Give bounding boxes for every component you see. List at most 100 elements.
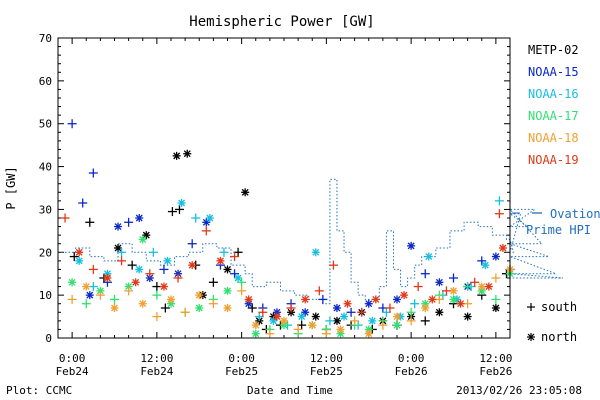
- data-point: [477, 282, 486, 291]
- data-point: [237, 277, 247, 287]
- data-point: [371, 295, 380, 304]
- data-point: [385, 303, 395, 313]
- x-tick-label: 0:00: [398, 352, 425, 365]
- data-point: [216, 256, 225, 265]
- data-point: [435, 308, 444, 317]
- chart-title: Hemispheric Power [GW]: [189, 14, 374, 30]
- footer-timestamp: 2013/02/26 23:05:08: [456, 384, 582, 397]
- data-point: [68, 278, 77, 287]
- data-point: [103, 274, 112, 282]
- data-point: [491, 294, 501, 304]
- data-point: [406, 316, 416, 326]
- y-tick-label: 50: [39, 118, 52, 131]
- data-point: [148, 247, 158, 257]
- data-point: [67, 294, 77, 304]
- x-tick-date: Feb25: [225, 365, 258, 378]
- data-point: [247, 303, 257, 313]
- satellite-points: [60, 119, 515, 339]
- data-point: [81, 299, 91, 309]
- data-point: [308, 321, 317, 330]
- x-axis-label: Date and Time: [247, 384, 333, 397]
- data-point: [477, 256, 487, 266]
- data-point: [420, 316, 430, 326]
- data-point: [449, 295, 458, 304]
- data-point: [191, 213, 201, 223]
- data-point: [491, 273, 501, 283]
- legend-series-label: NOAA-15: [528, 65, 579, 79]
- data-point: [163, 256, 172, 265]
- data-point: [205, 214, 214, 222]
- x-tick-label: 12:00: [310, 352, 343, 365]
- legend: METP-02 NOAA-15 NOAA-16 NOAA-17 NOAA-18 NOAA-…: [512, 43, 600, 344]
- data-point: [183, 149, 192, 158]
- x-tick-label: 12:00: [140, 352, 173, 365]
- data-point: [88, 168, 98, 178]
- data-point: [117, 247, 127, 257]
- y-tick-label: 10: [39, 289, 52, 302]
- data-point: [420, 269, 430, 279]
- x-tick-date: Feb26: [395, 365, 428, 378]
- data-point: [293, 324, 303, 334]
- data-point: [138, 299, 147, 308]
- data-point: [174, 204, 184, 214]
- data-point: [127, 260, 137, 270]
- data-point: [340, 312, 349, 321]
- data-point: [145, 269, 155, 279]
- data-point: [85, 217, 95, 227]
- data-point: [311, 248, 320, 257]
- data-point: [321, 329, 331, 339]
- y-tick-label: 60: [39, 75, 52, 88]
- data-point: [152, 282, 162, 292]
- data-point: [187, 239, 197, 249]
- data-point: [75, 256, 84, 265]
- data-point: [393, 321, 401, 330]
- data-point: [241, 188, 250, 197]
- data-point: [172, 151, 181, 160]
- data-point: [325, 316, 335, 326]
- data-point: [470, 277, 480, 287]
- data-point: [173, 273, 183, 283]
- legend-series-label: NOAA-18: [528, 131, 579, 145]
- data-point: [167, 207, 177, 217]
- data-point: [135, 265, 144, 274]
- data-point: [400, 291, 409, 300]
- data-point: [208, 299, 218, 309]
- data-point: [195, 291, 204, 300]
- data-point: [234, 274, 243, 282]
- data-point: [498, 244, 507, 252]
- data-point: [201, 226, 211, 236]
- data-point: [407, 241, 416, 250]
- data-point: [346, 307, 356, 317]
- data-point: [230, 252, 240, 262]
- data-point: [110, 294, 119, 304]
- data-point: [406, 307, 416, 317]
- data-point: [223, 265, 232, 274]
- data-point: [60, 213, 70, 223]
- x-tick-date: Feb24: [140, 365, 173, 378]
- data-point: [152, 312, 162, 322]
- data-point: [177, 199, 186, 207]
- data-point: [378, 320, 388, 330]
- x-tick-label: 0:00: [59, 352, 86, 365]
- data-point: [135, 214, 144, 222]
- ovation-hpi-series: [61, 178, 564, 305]
- data-point: [88, 264, 98, 274]
- data-point: [424, 252, 433, 261]
- data-point: [95, 290, 105, 300]
- data-point: [188, 261, 197, 270]
- data-point: [484, 282, 493, 291]
- data-point: [463, 312, 472, 321]
- data-point: [237, 286, 247, 296]
- data-point: [138, 235, 147, 244]
- data-point: [117, 256, 127, 266]
- ovation-hpi-line: [61, 178, 564, 305]
- y-tick-label: 20: [39, 246, 52, 259]
- data-point: [328, 260, 338, 270]
- x-tick-label: 0:00: [228, 352, 255, 365]
- data-point: [280, 316, 288, 325]
- legend-series-label: NOAA-17: [528, 109, 579, 123]
- data-point: [195, 304, 204, 312]
- data-point: [265, 329, 275, 339]
